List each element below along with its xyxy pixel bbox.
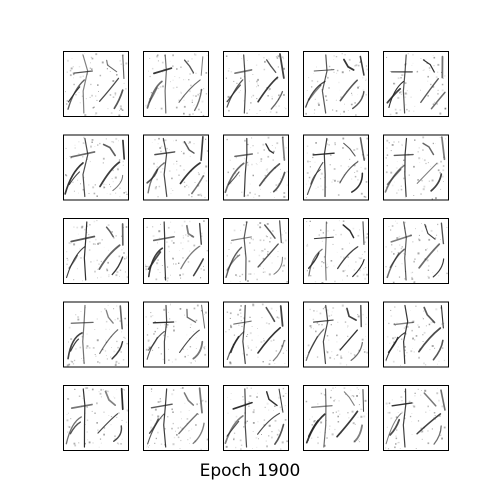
sample-panel-r3-c4 — [303, 218, 369, 284]
figure-caption: Epoch 1900 — [199, 461, 301, 481]
sample-panel-r5-c3 — [223, 385, 289, 451]
sample-panel-r3-c2 — [143, 218, 209, 284]
sample-panel-r4-c3 — [223, 301, 289, 368]
sample-panel-r5-c2 — [143, 385, 209, 451]
sample-panel-r3-c1 — [63, 218, 129, 284]
sample-panel-r1-c4 — [303, 51, 369, 117]
sample-panel-r4-c4 — [303, 301, 369, 368]
sample-panel-r4-c5 — [383, 301, 449, 368]
sample-panel-r2-c2 — [143, 134, 209, 201]
sample-panel-r2-c1 — [63, 134, 129, 201]
sample-panel-r2-c4 — [303, 134, 369, 201]
sample-panel-r4-c2 — [143, 301, 209, 368]
sample-panel-r4-c1 — [63, 301, 129, 368]
sample-panel-r2-c3 — [223, 134, 289, 201]
sample-panel-r1-c1 — [63, 51, 129, 117]
sample-panel-r3-c5 — [383, 218, 449, 284]
sample-panel-r1-c2 — [143, 51, 209, 117]
sample-panel-r5-c1 — [63, 385, 129, 451]
sample-panel-r1-c5 — [383, 51, 449, 117]
sample-panels — [63, 51, 449, 451]
sample-panel-r3-c3 — [223, 218, 289, 284]
sample-panel-r1-c3 — [223, 51, 289, 117]
sample-panel-r2-c5 — [383, 134, 449, 201]
sample-panel-r5-c4 — [303, 385, 369, 451]
sample-panel-r5-c5 — [383, 385, 449, 451]
